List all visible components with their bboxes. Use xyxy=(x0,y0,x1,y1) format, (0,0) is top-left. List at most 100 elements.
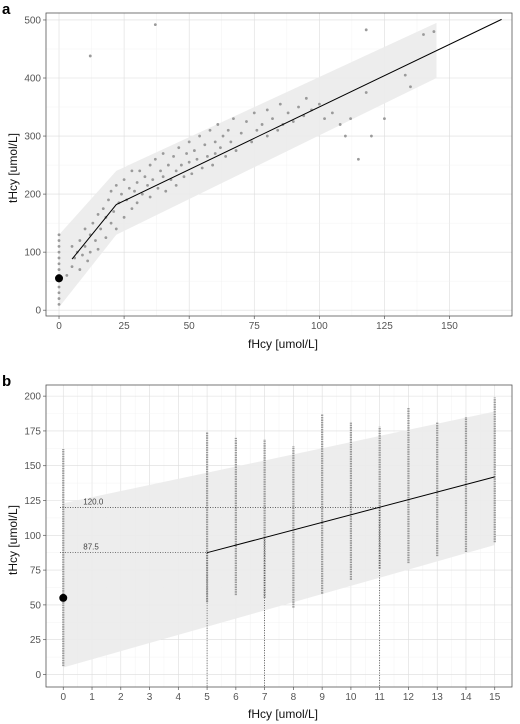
panel-b-x-tick-label: 14 xyxy=(460,692,472,703)
panel-a-data-point xyxy=(200,166,204,170)
panel-a-data-point xyxy=(232,117,235,121)
panel-a-data-point xyxy=(409,85,412,89)
panel-a-data-point xyxy=(221,134,225,138)
panel-b-x-tick-label: 12 xyxy=(403,692,415,703)
panel-a-x-tick-label: 0 xyxy=(56,321,62,332)
panel-a-data-point xyxy=(120,192,123,196)
panel-a-y-tick-label: 0 xyxy=(35,306,41,317)
panel-b-y-tick-label: 100 xyxy=(24,531,41,542)
panel-a-data-point xyxy=(130,169,134,173)
panel-b-x-tick-label: 5 xyxy=(204,692,210,703)
panel-a-data-point xyxy=(148,195,152,199)
panel-a-data-point xyxy=(206,154,209,158)
panel-b-x-tick-label: 3 xyxy=(147,692,153,703)
panel-a-y-tick-label: 400 xyxy=(24,74,41,85)
panel-b-x-tick-label: 2 xyxy=(118,692,124,703)
panel-a-data-point xyxy=(153,23,157,27)
panel-b-prediction-band xyxy=(63,411,495,668)
panel-b-x-tick-label: 8 xyxy=(291,692,297,703)
panel-a-data-point xyxy=(164,189,168,193)
panel-a-data-point xyxy=(239,131,243,135)
panel-a-data-point xyxy=(114,227,118,231)
panel-a-data-point xyxy=(250,140,254,144)
panel-a-data-point xyxy=(403,73,407,77)
panel-b-y-tick-label: 25 xyxy=(30,635,42,646)
panel-a-data-point xyxy=(57,239,61,242)
panel-a-data-point xyxy=(135,181,139,184)
panel-a-data-point xyxy=(107,198,110,202)
panel-a-y-tick-label: 500 xyxy=(24,15,41,26)
panel-a-data-point xyxy=(99,227,103,231)
panel-a-data-point xyxy=(216,123,220,126)
panel-a-data-point xyxy=(135,201,139,205)
panel-a-data-point xyxy=(86,259,90,263)
panel-a-data-point xyxy=(57,262,61,266)
panel-a-data-point xyxy=(297,105,300,109)
panel-a-data-point xyxy=(252,111,256,115)
panel-b-y-axis-title: tHcy [umol/L] xyxy=(6,505,20,575)
panel-a-data-point xyxy=(185,152,188,155)
panel-a-data-point xyxy=(78,239,82,242)
panel-a-data-point xyxy=(213,152,217,155)
panel-a-data-point xyxy=(349,117,352,121)
panel-a-data-point xyxy=(174,169,178,173)
panel-b-x-tick-label: 0 xyxy=(60,692,66,703)
panel-a-data-point xyxy=(234,149,238,152)
panel-a-data-point xyxy=(338,123,342,126)
panel-a-data-point xyxy=(265,134,269,138)
panel-a-y-tick-label: 300 xyxy=(24,132,41,143)
panel-a-data-point xyxy=(317,102,321,106)
panel-a-data-point xyxy=(291,120,295,123)
panel-a-data-point xyxy=(153,157,157,161)
panel-a-data-point xyxy=(229,140,233,144)
panel-a-data-point xyxy=(286,111,290,115)
panel-a-frame xyxy=(45,12,513,317)
panel-b-y-tick-label: 175 xyxy=(24,426,41,437)
panel-a-data-point xyxy=(219,146,222,150)
panel-a-data-point xyxy=(172,154,175,158)
panel-a-data-point xyxy=(112,210,116,213)
panel-a-data-point xyxy=(198,134,201,138)
panel-a-data-point xyxy=(343,134,347,138)
panel-a-data-point xyxy=(245,120,248,123)
panel-b-x-axis-title: fHcy [umol/L] xyxy=(248,707,318,721)
panel-a-y-axis-title: tHcy [umol/L] xyxy=(6,133,20,203)
panel-a-data-point xyxy=(265,108,269,112)
panel-a-data-point xyxy=(57,291,61,295)
panel-a-data-point xyxy=(146,183,149,187)
panel-a-data-point xyxy=(190,172,194,176)
panel-a-data-point xyxy=(187,160,191,164)
panel-a-data-point xyxy=(208,128,212,132)
panel-a-x-axis-title: fHcy [umol/L] xyxy=(248,337,318,351)
panel-a-data-point xyxy=(161,175,165,179)
panel-a-data-point xyxy=(148,163,152,167)
panel-a-data-point xyxy=(109,221,113,225)
panel-b-x-tick-label: 11 xyxy=(374,692,385,703)
panel-a-x-tick-label: 25 xyxy=(119,321,131,332)
panel-a-data-point xyxy=(96,213,100,216)
panel-b-letter: b xyxy=(2,373,11,390)
panel-a-data-point xyxy=(81,253,84,257)
panel-a-data-point xyxy=(104,236,108,240)
panel-a-data-point xyxy=(70,265,74,269)
panel-a-data-point xyxy=(57,297,61,300)
panel-a-data-point xyxy=(179,163,183,167)
panel-a-data-point xyxy=(57,268,61,271)
panel-a-y-tick-label: 100 xyxy=(24,248,41,259)
panel-a-data-point xyxy=(130,207,134,211)
panel-a-data-point xyxy=(364,91,368,94)
panel-a-prediction-band xyxy=(59,22,437,308)
panel-a-mean-marker xyxy=(55,274,64,283)
panel-a-data-point xyxy=(127,186,131,190)
panel-a-data-point xyxy=(83,244,87,248)
panel-a-data-point xyxy=(140,192,144,196)
panel-b-x-tick-label: 9 xyxy=(319,692,325,703)
panel-a-data-point xyxy=(91,221,95,225)
panel-a-data-point xyxy=(276,128,280,132)
panel-a-data-point xyxy=(57,233,61,237)
panel-a-data-point xyxy=(203,143,207,147)
panel-a-data-point xyxy=(224,154,228,158)
panel-a-x-tick-label: 150 xyxy=(441,321,458,332)
panel-b-x-tick-label: 7 xyxy=(262,692,268,703)
panel-a-data-point xyxy=(255,128,259,132)
